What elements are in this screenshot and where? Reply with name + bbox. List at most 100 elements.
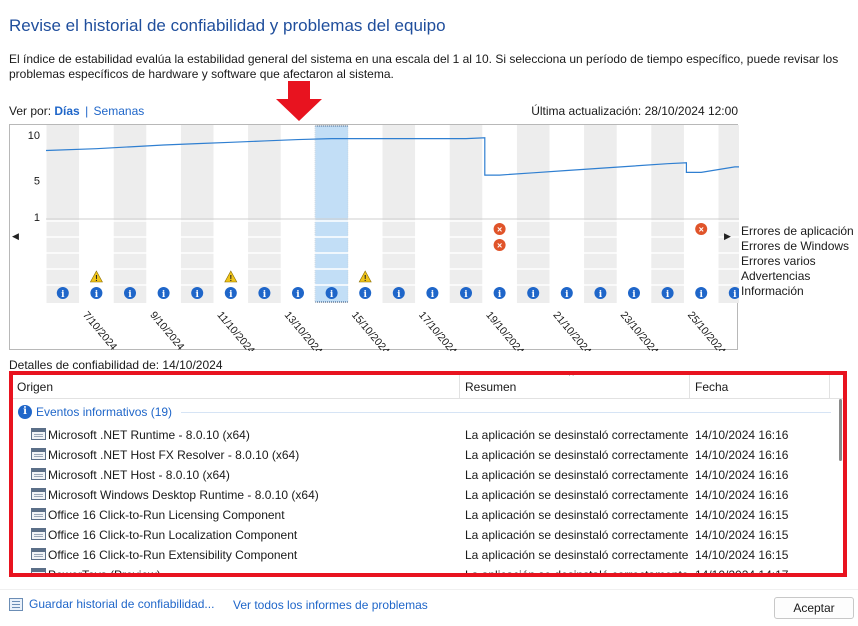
column-summary[interactable]: Resumen: [465, 380, 517, 394]
day-column: [718, 125, 739, 303]
error-icon-glyph: ×: [699, 225, 704, 235]
column-origin[interactable]: Origen: [17, 380, 54, 394]
save-history-link[interactable]: Guardar historial de confiabilidad...: [9, 597, 214, 611]
vertical-scrollbar[interactable]: [836, 399, 843, 569]
x-tick-label: 23/10/2024: [618, 309, 661, 351]
x-tick-label: 25/10/2024: [685, 309, 728, 351]
scrollbar-thumb[interactable]: [839, 399, 842, 461]
x-tick-label: 17/10/2024: [416, 309, 459, 351]
view-weeks-link[interactable]: Semanas: [93, 104, 145, 118]
column-divider[interactable]: [689, 375, 690, 399]
group-divider: [181, 412, 831, 413]
info-icon: [191, 287, 204, 299]
row-date: 14/10/2024 16:15: [695, 528, 789, 542]
warning-icon-glyph: !: [364, 274, 367, 283]
info-icon: [661, 287, 674, 299]
x-tick-label: 21/10/2024: [551, 309, 594, 351]
table-row[interactable]: Office 16 Click-to-Run Licensing Compone…: [13, 505, 835, 525]
info-icon: [728, 287, 739, 299]
footer-divider: [0, 589, 858, 590]
reliability-chart-svg[interactable]: 10 5 1 × × ×!! ! i i i i i i i i i i i i i i i i i i i i i 7/10/2024…: [10, 125, 739, 351]
application-icon: [31, 468, 46, 480]
x-tick-label: 13/10/2024: [282, 309, 325, 351]
y-tick-label: 10: [28, 130, 40, 142]
info-icon-glyph: i: [565, 290, 569, 300]
stability-line: [45, 137, 739, 176]
warning-icon: [224, 270, 238, 283]
info-icon: [292, 287, 304, 299]
error-icon: [695, 223, 708, 235]
day-column: [247, 125, 282, 303]
info-icon: [392, 287, 405, 299]
info-icon-glyph: i: [296, 290, 300, 300]
day-column: [449, 125, 483, 303]
intro-text: El índice de estabilidad evalúa la estab…: [9, 52, 839, 81]
selected-day[interactable]: [314, 125, 349, 303]
table-row[interactable]: Microsoft .NET Runtime - 8.0.10 (x64) La …: [13, 425, 835, 445]
row-summary: La aplicación se desinstaló correctament…: [465, 548, 689, 562]
row-date: 14/10/2024 16:15: [695, 548, 789, 562]
legend-info: Información: [741, 284, 804, 298]
row-source: Office 16 Click-to-Run Licensing Compone…: [48, 508, 285, 522]
table-row[interactable]: Office 16 Click-to-Run Localization Comp…: [13, 525, 835, 545]
day-column: [516, 125, 550, 303]
row-source: Microsoft .NET Runtime - 8.0.10 (x64): [48, 428, 250, 442]
application-icon: [31, 548, 46, 560]
scroll-left-icon[interactable]: ◀: [12, 231, 19, 241]
row-summary: La aplicación se desinstaló correctament…: [465, 468, 689, 482]
info-icon-glyph: i: [599, 290, 603, 300]
legend-windows-errors: Errores de Windows: [741, 239, 850, 253]
view-by: Ver por: Días | Semanas: [9, 104, 144, 118]
column-divider[interactable]: [459, 375, 460, 399]
info-icon: [560, 287, 573, 299]
info-icon-glyph: i: [330, 290, 334, 300]
table-row[interactable]: Microsoft .NET Host FX Resolver - 8.0.10…: [13, 445, 835, 465]
info-icon: [56, 287, 69, 299]
info-icon-glyph: i: [733, 290, 737, 300]
legend-warnings: Advertencias: [741, 269, 811, 283]
day-column: [583, 125, 618, 303]
table-row[interactable]: Microsoft .NET Host - 8.0.10 (x64) La apl…: [13, 465, 835, 485]
row-source: Microsoft Windows Desktop Runtime - 8.0.…: [48, 488, 319, 502]
view-days-link[interactable]: Días: [54, 104, 80, 118]
info-icon-glyph: i: [666, 290, 670, 300]
table-row[interactable]: PowerToys (Preview) La aplicación se desi…: [13, 565, 835, 573]
info-icon: [594, 287, 607, 299]
info-icon-glyph: i: [95, 290, 99, 300]
info-icon-glyph: i: [162, 290, 166, 300]
info-icon: [224, 287, 237, 299]
details-label: Detalles de confiabilidad de: 14/10/2024: [9, 358, 223, 372]
group-label: Eventos informativos (19): [36, 405, 173, 419]
application-icon: [31, 448, 46, 460]
application-icon: [31, 528, 46, 540]
info-icon-glyph: i: [195, 290, 199, 300]
application-icon: [31, 428, 46, 440]
column-date[interactable]: Fecha: [695, 380, 729, 394]
info-icon-glyph: i: [498, 290, 502, 300]
table-row[interactable]: Microsoft Windows Desktop Runtime - 8.0.…: [13, 485, 835, 505]
scroll-right-icon[interactable]: ▶: [724, 231, 731, 241]
view-all-reports-link[interactable]: Ver todos los informes de problemas: [233, 598, 428, 612]
legend-app-errors: Errores de aplicación: [741, 224, 854, 238]
error-icon-glyph: ×: [497, 241, 502, 251]
row-date: 14/10/2024 16:16: [695, 468, 789, 482]
info-icon: [325, 287, 338, 299]
info-icon-glyph: i: [464, 290, 468, 300]
error-icon: [493, 223, 506, 235]
legend-misc-errors: Errores varios: [741, 254, 816, 268]
accept-button[interactable]: Aceptar: [774, 597, 854, 619]
group-info-events[interactable]: i Eventos informativos (19): [18, 405, 172, 419]
red-arrow-icon: [276, 81, 322, 121]
row-summary: La aplicación se desinstaló correctament…: [465, 508, 689, 522]
info-icon: [628, 287, 640, 299]
column-divider[interactable]: [829, 375, 830, 399]
table-row[interactable]: Office 16 Click-to-Run Extensibility Com…: [13, 545, 835, 565]
row-summary: La aplicación se desinstaló correctament…: [465, 428, 689, 442]
info-icon-glyph: i: [229, 290, 233, 300]
application-icon: [31, 488, 46, 500]
x-tick-label: 11/10/2024: [215, 309, 258, 351]
row-summary: La aplicación se desinstaló correctament…: [465, 488, 689, 502]
info-icon-glyph: i: [531, 290, 535, 300]
reliability-chart[interactable]: 10 5 1 × × ×!!! i i i i i i i i i i i i i i i i i i i i i 7/10/2024…: [9, 124, 739, 351]
info-icon: [157, 287, 170, 299]
